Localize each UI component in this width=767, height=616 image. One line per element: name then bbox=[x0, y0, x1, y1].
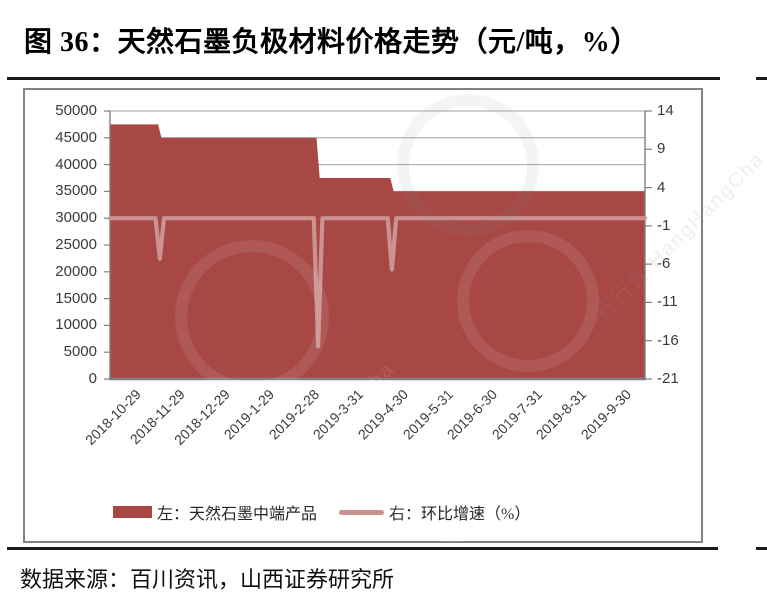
legend-item-price: 左：天然石墨中端产品 bbox=[113, 500, 317, 524]
legend: 左：天然石墨中端产品 右：环比增速（%） bbox=[113, 500, 530, 524]
right-axis-tick-label: -16 bbox=[657, 331, 679, 349]
left-axis-tick-label: 5000 bbox=[63, 343, 97, 361]
left-axis-tick-label: 10000 bbox=[55, 316, 97, 334]
right-axis-tick-label: 9 bbox=[657, 140, 666, 158]
right-axis-tick-label: -6 bbox=[657, 255, 671, 273]
left-axis-tick-label: 25000 bbox=[55, 236, 97, 253]
right-axis-tick-label: 4 bbox=[657, 178, 666, 196]
legend-line-swatch-icon bbox=[339, 509, 385, 515]
left-axis-tick-label: 15000 bbox=[55, 289, 97, 307]
chart-plot bbox=[104, 110, 652, 381]
left-axis-tick-label: 40000 bbox=[55, 155, 97, 173]
legend-area-swatch-icon bbox=[113, 506, 152, 518]
left-axis-tick-label: 20000 bbox=[55, 262, 97, 280]
left-axis-tick-label: 45000 bbox=[55, 128, 97, 146]
figure-bottom-rule bbox=[7, 547, 718, 550]
left-axis-tick-label: 30000 bbox=[55, 209, 97, 227]
legend-item-growth: 右：环比增速（%） bbox=[339, 500, 530, 524]
left-axis-tick-label: 0 bbox=[88, 370, 97, 387]
right-axis-tick-label: -21 bbox=[657, 370, 679, 387]
left-axis-tick-label: 50000 bbox=[55, 102, 97, 119]
neighbor-figure-underline bbox=[756, 77, 767, 80]
legend-label-price: 左：天然石墨中端产品 bbox=[157, 506, 318, 523]
data-source: 数据来源：百川资讯，山西证券研究所 bbox=[20, 567, 395, 592]
left-axis-tick-label: 35000 bbox=[55, 182, 97, 200]
legend-label-growth: 右：环比增速（%） bbox=[389, 506, 531, 523]
right-axis-tick-label: -1 bbox=[657, 216, 671, 234]
chart-panel: 50000 45000 40000 35000 30000 25000 20000 15000… bbox=[23, 88, 767, 543]
right-axis-tick-label: 14 bbox=[657, 102, 674, 119]
title-underline bbox=[7, 77, 720, 80]
figure-title: 图 36：天然石墨负极材料价格走势（元/吨，%） bbox=[24, 27, 639, 58]
neighbor-figure-bottom-rule bbox=[756, 547, 767, 550]
right-axis-tick-label: -11 bbox=[657, 293, 678, 311]
